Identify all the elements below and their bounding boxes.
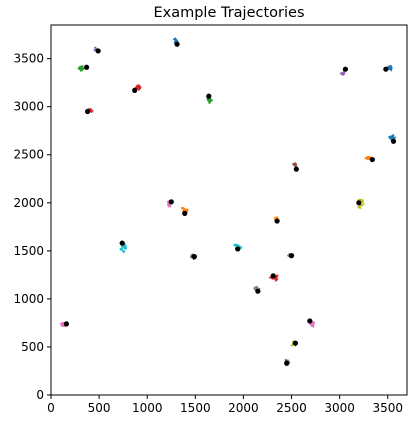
trajectories-layer — [59, 37, 396, 364]
trajectory-line — [134, 84, 142, 92]
y-tick-label: 0 — [36, 388, 44, 402]
start-point — [383, 66, 389, 72]
start-point — [293, 166, 299, 172]
chart-title: Example Trajectories — [153, 5, 304, 21]
start-point — [174, 41, 180, 47]
trajectory-line — [292, 162, 298, 170]
y-axis: 0 500 1000 1500 2000 2500 3000 3500 — [13, 52, 51, 402]
start-point — [342, 66, 349, 72]
trajectory-line — [77, 65, 87, 72]
trajectory-line — [172, 37, 179, 46]
x-tick-label: 2000 — [228, 401, 259, 415]
start-point — [274, 218, 280, 224]
trajectory-line — [180, 206, 189, 215]
start-point — [284, 360, 290, 366]
x-tick-label: 3500 — [372, 401, 403, 415]
trajectory-line — [206, 95, 213, 104]
start-point — [168, 199, 174, 205]
start-point — [390, 138, 397, 144]
trajectory-line — [388, 134, 396, 143]
start-point — [119, 240, 125, 246]
start-markers-layer — [63, 41, 397, 366]
start-point — [292, 340, 298, 346]
start-point — [270, 273, 276, 279]
x-axis: 0 500 1000 1500 2000 2500 3000 3500 — [47, 395, 403, 415]
x-tick-label: 3000 — [324, 401, 355, 415]
x-tick-label: 1500 — [180, 401, 211, 415]
y-tick-label: 1500 — [13, 244, 44, 258]
x-tick-label: 1000 — [132, 401, 163, 415]
x-tick-label: 0 — [47, 401, 55, 415]
trajectory-line — [268, 273, 279, 282]
y-tick-label: 3500 — [13, 52, 44, 66]
start-point — [191, 254, 197, 260]
start-point — [307, 318, 313, 324]
y-tick-label: 1000 — [13, 292, 44, 306]
y-tick-label: 3000 — [13, 100, 44, 114]
trajectory-line — [119, 242, 128, 254]
start-point — [206, 93, 212, 99]
x-tick-label: 2500 — [276, 401, 307, 415]
start-point — [235, 246, 241, 252]
start-point — [132, 87, 138, 93]
start-point — [288, 253, 295, 259]
x-tick-label: 500 — [88, 401, 111, 415]
start-point — [369, 156, 375, 163]
start-point — [255, 288, 261, 294]
trajectory-line — [339, 68, 346, 76]
y-tick-label: 2500 — [13, 148, 44, 162]
start-point — [84, 108, 91, 115]
start-point — [95, 48, 101, 54]
start-point — [84, 64, 90, 70]
y-tick-label: 500 — [21, 340, 44, 354]
start-point — [356, 200, 362, 206]
plot-frame — [50, 24, 408, 396]
start-point — [182, 210, 188, 216]
start-point — [63, 321, 69, 327]
y-tick-label: 2000 — [13, 196, 44, 210]
